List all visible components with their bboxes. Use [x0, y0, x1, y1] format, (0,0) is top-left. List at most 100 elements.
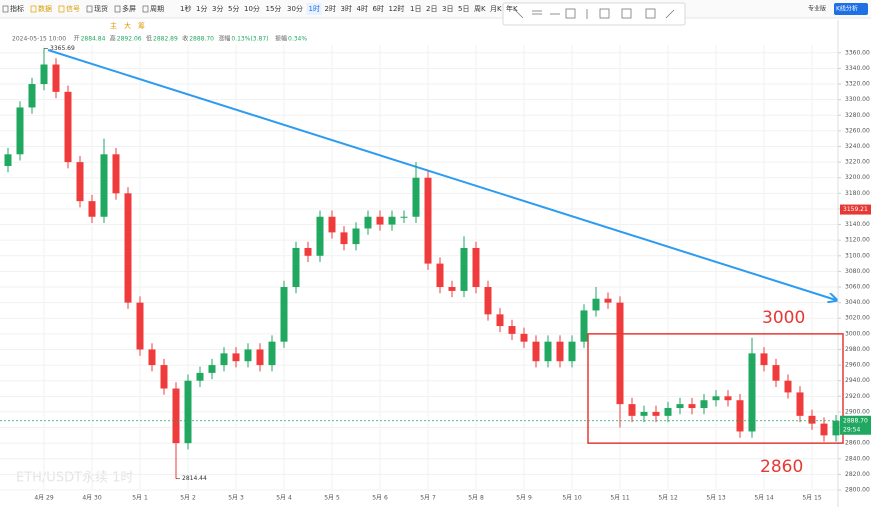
x-tick-label: 5月 11 [610, 495, 630, 502]
y-tick-label: 2980.00 [845, 346, 870, 353]
info-value: 2884.84 [81, 36, 106, 43]
candle-body [268, 341, 276, 366]
analysis-button[interactable]: K线分析 [836, 5, 858, 13]
last-price-tag [840, 415, 871, 435]
interval-button[interactable]: 月K [490, 5, 502, 13]
interval-button[interactable]: 6时 [373, 4, 384, 13]
candle-body [688, 404, 696, 409]
toolbar-icon [30, 5, 37, 13]
y-tick-label: 2860.00 [845, 440, 870, 447]
y-tick-label: 3140.00 [845, 221, 870, 228]
watermark: ETH/USDT永续 1时 [16, 471, 133, 486]
x-tick-label: 5月 7 [420, 495, 436, 502]
candle-body [328, 216, 336, 233]
interval-button[interactable]: 15分 [266, 4, 282, 13]
x-tick-label: 5月 6 [372, 495, 388, 502]
candle-body [400, 216, 408, 218]
toolbar-button[interactable]: 现货 [94, 4, 108, 13]
alert-price-label: 3159.21 [843, 206, 868, 213]
y-tick-label: 3000.00 [845, 330, 870, 337]
info-label: 开 [74, 36, 80, 43]
interval-button[interactable]: 1日 [410, 5, 421, 13]
candle-body [100, 154, 108, 217]
interval-button[interactable]: 3日 [442, 5, 453, 13]
drawing-toolbar[interactable] [502, 2, 686, 26]
interval-button[interactable]: 4时 [357, 4, 368, 13]
drawing-tools [514, 8, 675, 19]
interval-button[interactable]: 2日 [426, 5, 437, 13]
candle-body [832, 420, 840, 436]
candle-body [628, 404, 636, 416]
y-tick-label: 2800.00 [845, 487, 870, 494]
interval-button[interactable]: 5日 [458, 5, 469, 13]
interval-button[interactable]: 2时 [325, 4, 336, 13]
toolbar-button[interactable]: 多屏 [122, 4, 136, 13]
x-tick-label: 5月 15 [802, 495, 822, 502]
y-tick-label: 3220.00 [845, 159, 870, 166]
candle-body [448, 287, 456, 291]
high-label: 3365.69 [50, 45, 75, 52]
y-tick-label: 2920.00 [845, 393, 870, 400]
candle-body [592, 298, 600, 311]
candle-body [724, 396, 732, 401]
interval-button[interactable]: 周K [474, 5, 486, 13]
candle-body [604, 298, 612, 303]
toolbar-icon [58, 5, 65, 13]
y-tick-label: 3260.00 [845, 127, 870, 134]
toolbar-button[interactable]: 指标 [10, 4, 24, 13]
candle-body [40, 64, 48, 85]
info-datetime: 2024-05-15 10:00 [12, 36, 66, 43]
toolbar-button[interactable]: 数据 [38, 4, 52, 13]
candle-body [784, 380, 792, 393]
interval-button[interactable]: 10分 [244, 4, 260, 13]
interval-button[interactable]: 12时 [389, 4, 405, 13]
candle-body [820, 423, 828, 436]
interval-button[interactable]: 30分 [287, 4, 303, 13]
candle-body [568, 341, 576, 362]
candle-body [388, 216, 396, 225]
candle-body [544, 341, 552, 362]
candle-body [700, 400, 708, 409]
y-tick-label: 3240.00 [845, 143, 870, 150]
info-label: 低 [146, 35, 152, 43]
countdown: 29:54 [843, 426, 860, 433]
y-tick-label: 3120.00 [845, 237, 870, 244]
info-value: 0.34% [288, 36, 307, 43]
y-tick-label: 3080.00 [845, 268, 870, 275]
info-value: 2892.06 [117, 36, 142, 43]
candle-body [748, 353, 756, 432]
x-tick-label: 4月 29 [34, 495, 54, 502]
candle-body [184, 380, 192, 444]
x-tick-label: 5月 9 [516, 495, 532, 502]
y-tick-label: 3040.00 [845, 299, 870, 306]
interval-button[interactable]: 年K [506, 4, 518, 13]
interval-button[interactable]: 3时 [341, 4, 352, 13]
interval-button[interactable]: 5分 [228, 4, 239, 13]
interval-button[interactable]: 1秒 [180, 4, 191, 13]
x-tick-label: 5月 8 [468, 495, 484, 502]
sub-toolbar-button[interactable]: 大 [124, 21, 131, 30]
candle-body [28, 84, 36, 108]
candle-body [292, 247, 300, 288]
interval-button[interactable]: 3分 [212, 4, 223, 13]
box-top-label: 3000 [762, 308, 805, 328]
interval-button[interactable]: 1时 [309, 4, 320, 13]
x-tick-label: 4月 30 [82, 495, 102, 502]
y-tick-label: 3200.00 [845, 174, 870, 181]
box-bottom-label: 2860 [760, 457, 803, 477]
candle-body [424, 177, 432, 264]
interval-button[interactable]: 1分 [196, 4, 207, 13]
sub-toolbar-button[interactable]: 筹 [138, 21, 145, 30]
active-interval-bg [306, 3, 322, 15]
toolbar-icon [86, 5, 93, 13]
sub-toolbar-button[interactable]: 主 [110, 21, 117, 30]
candle-body [16, 107, 24, 155]
trend-line [47, 49, 836, 300]
x-tick-label: 5月 10 [562, 495, 582, 502]
toolbar-button[interactable]: 周期 [150, 5, 164, 13]
edition-switch[interactable]: 专业版 [808, 5, 826, 13]
candle-body [760, 353, 768, 366]
analysis-button-bg [834, 3, 868, 15]
candle-body [508, 326, 516, 334]
toolbar-button[interactable]: 信号 [66, 4, 80, 13]
